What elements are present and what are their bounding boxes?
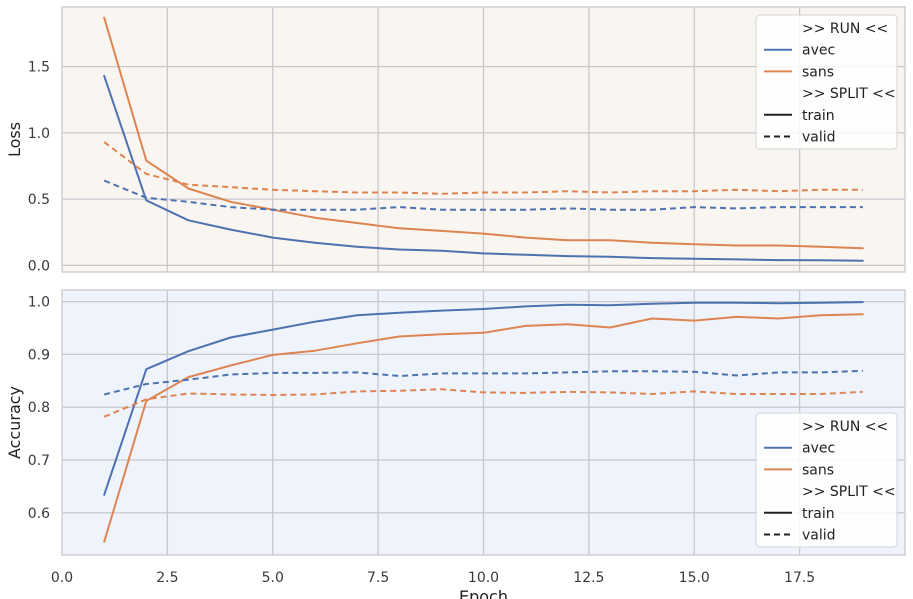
legend-label-valid: valid (802, 528, 836, 544)
series-line-sans-valid (103, 388, 863, 418)
y-tick-label: 1.5 (28, 60, 50, 76)
x-tick-label: 17.5 (784, 570, 815, 586)
y-tick-labels: 0.6 0.7 0.8 0.9 1.0 (28, 295, 50, 522)
legend-label-avec: avec (802, 43, 835, 59)
y-tick-labels: 0.0 0.5 1.0 1.5 (28, 60, 50, 275)
y-tick-label: 1.0 (28, 126, 50, 142)
chart-panel-1: 0.0 0.5 1.0 1.5 Loss >> RUN << avec sans >> SPLI… (5, 6, 906, 275)
series-lines (103, 301, 864, 543)
y-axis-label: Loss (5, 122, 24, 157)
x-tick-label: 5.0 (262, 570, 284, 586)
y-axis-label: Accuracy (5, 386, 24, 459)
x-tick-labels: 0.0 2.5 5.0 7.5 10.0 12.5 15.0 17.5 (51, 570, 815, 586)
legend-label-avec: avec (802, 441, 835, 457)
series-line-avec-train (103, 301, 864, 496)
x-tick-label: 7.5 (367, 570, 389, 586)
y-tick-label: 0.5 (28, 192, 50, 208)
legend: >> RUN << avec sans >> SPLIT << train valid (755, 412, 898, 548)
legend: >> RUN << avec sans >> SPLIT << train valid (755, 14, 898, 150)
series-line-sans-valid (103, 141, 863, 195)
x-tick-label: 12.5 (573, 570, 604, 586)
x-tick-label: 15.0 (679, 570, 710, 586)
legend-split-header: >> SPLIT << (802, 484, 896, 500)
x-tick-label: 2.5 (156, 570, 178, 586)
plot-frame (61, 6, 906, 273)
y-tick-label: 0.8 (28, 400, 50, 416)
legend-label-train: train (802, 506, 835, 522)
x-tick-label: 0.0 (51, 570, 73, 586)
series-line-avec-train (103, 74, 864, 262)
chart-panel-2: 0.6 0.7 0.8 0.9 1.0 0.0 2.5 5.0 7.5 10.0 12.5 15.0 1… (5, 289, 906, 599)
series-line-avec-valid (103, 369, 863, 396)
y-tick-label: 0.7 (28, 453, 50, 469)
y-tick-label: 0.9 (28, 347, 50, 363)
x-tick-label: 10.0 (468, 570, 499, 586)
legend-run-header: >> RUN << (802, 419, 888, 435)
series-line-sans-train (103, 16, 864, 250)
y-tick-label: 0.0 (28, 258, 50, 274)
series-lines (103, 16, 864, 262)
legend-label-sans: sans (802, 64, 834, 80)
legend-label-valid: valid (802, 130, 836, 146)
legend-split-header: >> SPLIT << (802, 86, 896, 102)
legend-label-sans: sans (802, 462, 834, 478)
series-line-sans-train (103, 313, 864, 543)
plot-frame (61, 289, 906, 556)
x-axis-label: Epoch (459, 587, 508, 599)
series-line-avec-valid (103, 179, 863, 211)
legend-run-header: >> RUN << (802, 21, 888, 37)
y-tick-label: 0.6 (28, 506, 50, 522)
legend-label-train: train (802, 108, 835, 124)
y-tick-label: 1.0 (28, 295, 50, 311)
